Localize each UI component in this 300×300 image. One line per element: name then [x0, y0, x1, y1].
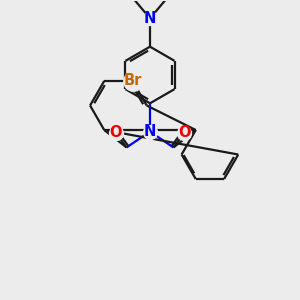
Text: O: O: [110, 125, 122, 140]
Text: Br: Br: [123, 74, 142, 88]
Text: N: N: [144, 11, 156, 26]
Text: O: O: [178, 125, 190, 140]
Text: N: N: [144, 124, 156, 139]
